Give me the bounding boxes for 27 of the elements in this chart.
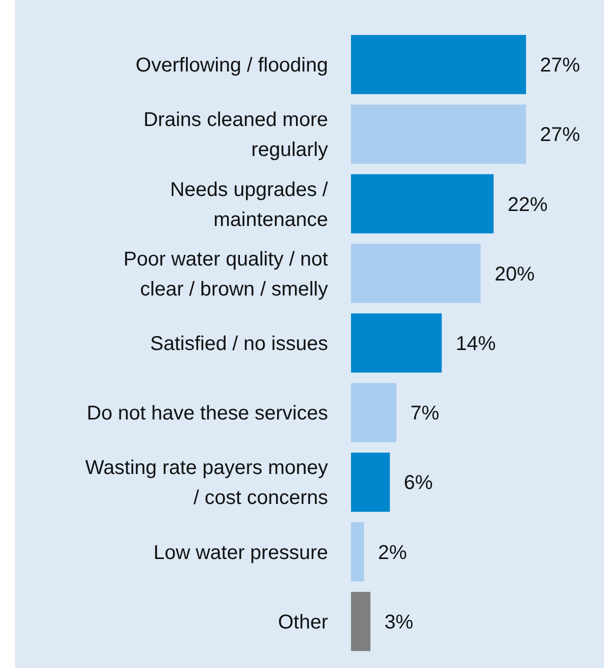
- data-label: 20%: [494, 263, 535, 286]
- y-tick-label: Satisfied / no issues: [150, 333, 328, 355]
- bar: [351, 383, 396, 442]
- data-label: 27%: [540, 124, 580, 146]
- y-tick-label: Do not have these services: [86, 402, 328, 425]
- bar: [351, 592, 370, 652]
- bar: [351, 313, 442, 373]
- bar: [351, 452, 390, 512]
- data-label: 7%: [410, 402, 440, 425]
- y-tick-label: Overflowing / flooding: [136, 54, 328, 77]
- y-tick-label: Poor water quality / not clear / brown / smelly: [123, 248, 328, 300]
- y-tick-label: Other: [278, 611, 328, 634]
- y-tick-label: Wasting rate payers money / cost concerns: [85, 457, 328, 510]
- data-label: 22%: [508, 194, 548, 216]
- bar: [351, 174, 494, 234]
- data-label: 6%: [404, 472, 434, 494]
- data-label: 14%: [456, 333, 496, 355]
- bar: [351, 244, 481, 303]
- y-tick-label: Drains cleaned more regularly: [143, 109, 328, 162]
- data-label: 3%: [384, 611, 414, 634]
- y-tick-label: Needs upgrades / maintenance: [170, 178, 328, 231]
- data-label: 27%: [540, 54, 580, 77]
- bar: [351, 34, 526, 94]
- bar: [351, 522, 364, 582]
- data-label: 2%: [378, 542, 408, 564]
- bar: [351, 104, 526, 164]
- y-tick-label: Low water pressure: [153, 542, 328, 564]
